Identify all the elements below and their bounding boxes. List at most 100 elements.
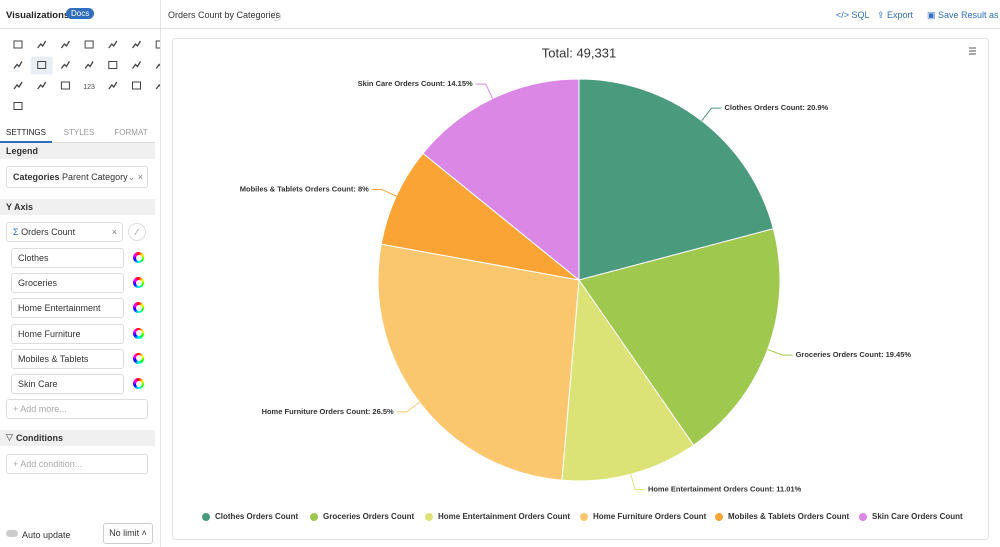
leader-line	[475, 83, 494, 99]
icon[interactable]: 123	[83, 84, 95, 91]
icon[interactable]	[155, 40, 160, 49]
color-picker[interactable]	[133, 277, 144, 289]
icon[interactable]	[131, 61, 142, 69]
icon[interactable]	[132, 81, 141, 90]
leader-line	[371, 188, 397, 197]
action: SQL	[851, 10, 870, 20]
leader-line	[630, 474, 645, 491]
icon[interactable]	[13, 61, 23, 69]
field-label: Categories	[13, 172, 60, 182]
legend-marker[interactable]	[310, 513, 318, 521]
data-label: Home Furniture Orders Count: 26.5%	[262, 407, 394, 416]
icon[interactable]	[37, 40, 47, 49]
tab[interactable]: FORMAT	[114, 128, 148, 137]
main-header: Orders Count by Categories ⓘ </> SQL ⇪ E…	[161, 0, 1000, 29]
edit-button[interactable]: ⁄	[128, 223, 146, 241]
toggle[interactable]	[6, 530, 18, 537]
series-field[interactable]: Groceries	[11, 273, 124, 294]
legend-label[interactable]: Clothes Orders Count	[215, 512, 298, 521]
filter-icon: ▽	[6, 432, 13, 442]
measure: Orders Count	[21, 227, 76, 237]
docs-badge[interactable]: Docs	[66, 8, 95, 19]
leader-line	[396, 401, 420, 413]
icon[interactable]	[37, 81, 47, 90]
measure-field[interactable]: Σ Orders Count ×	[6, 222, 123, 242]
pie-slice	[377, 243, 580, 481]
add-more[interactable]: + Add more...	[6, 399, 148, 419]
data-label: Groceries Orders Count: 19.45%	[796, 350, 912, 359]
legend-marker[interactable]	[425, 513, 433, 521]
limit: No limit	[109, 528, 140, 538]
auto-update: Auto update	[22, 530, 71, 540]
series-field[interactable]: Clothes	[11, 248, 124, 268]
menu-icon[interactable]	[969, 47, 976, 55]
legend-label[interactable]: Mobiles & Tablets Orders Count	[728, 512, 850, 521]
data-label: Skin Care Orders Count: 14.15%	[358, 79, 473, 88]
data-label: Mobiles & Tablets Orders Count: 8%	[240, 184, 369, 193]
sigma: Σ	[13, 227, 19, 237]
legend-label[interactable]: Home Furniture Orders Count	[593, 512, 707, 521]
icon[interactable]	[131, 40, 142, 49]
icon[interactable]	[155, 62, 160, 69]
icon[interactable]	[84, 40, 94, 49]
legend-label[interactable]: Groceries Orders Count	[323, 512, 414, 521]
legend-field[interactable]: Categories Parent Category ⌄ ×	[6, 166, 148, 188]
legend-marker[interactable]	[580, 513, 588, 521]
field-value: Parent Category	[62, 172, 128, 182]
color-picker[interactable]	[133, 252, 144, 263]
icon[interactable]	[60, 81, 70, 90]
color-picker[interactable]	[133, 327, 144, 339]
series-field[interactable]: Home Furniture	[11, 323, 124, 344]
color-picker[interactable]	[133, 352, 144, 364]
legend-marker[interactable]	[859, 513, 867, 521]
sql-button[interactable]: </> SQL	[836, 10, 870, 20]
legend-label[interactable]: Skin Care Orders Count	[872, 512, 963, 521]
icon[interactable]	[37, 61, 47, 69]
icon[interactable]	[108, 40, 118, 49]
add-condition[interactable]: + Add condition...	[6, 454, 148, 474]
section-heading: Conditions	[0, 430, 155, 446]
export-button[interactable]: ⇪ Export	[877, 10, 914, 20]
save-button[interactable]: ▣ Save Result as	[927, 10, 999, 20]
legend-marker[interactable]	[715, 513, 723, 521]
icon[interactable]	[84, 61, 94, 69]
data-label: Home Entertainment Orders Count: 11.01%	[648, 485, 802, 494]
pie-slice	[578, 78, 774, 281]
series-field[interactable]: Home Entertainment	[11, 298, 124, 319]
action: Save Result as	[938, 10, 999, 20]
tab[interactable]: STYLES	[63, 128, 95, 137]
pie-slice	[380, 152, 580, 281]
data-label: Clothes Orders Count: 20.9%	[724, 103, 828, 112]
pie-slice	[561, 278, 695, 482]
series-field[interactable]: Mobiles & Tablets	[11, 348, 124, 369]
icon[interactable]	[13, 81, 23, 90]
tabs: SETTINGS STYLES FORMAT	[0, 124, 155, 143]
sidebar-title: Visualizations	[6, 10, 70, 21]
icon[interactable]	[108, 81, 118, 90]
pie-slice	[578, 228, 781, 446]
info-icon: ⓘ	[272, 12, 282, 22]
icon[interactable]	[155, 82, 160, 90]
color-picker[interactable]	[133, 378, 144, 389]
query-title: Orders Count by Categories	[168, 10, 281, 20]
tab[interactable]: SETTINGS	[0, 124, 52, 143]
color-picker[interactable]	[133, 302, 144, 314]
limit-button[interactable]: No limit ˄	[103, 523, 153, 544]
chart-title: Total: 49,331	[542, 45, 616, 60]
icon[interactable]	[60, 61, 70, 69]
sidebar: Visualizations Docs 123 SETTINGS STYLES …	[0, 0, 161, 547]
main: Orders Count by Categories ⓘ </> SQL ⇪ E…	[161, 0, 1000, 547]
icon[interactable]	[13, 102, 23, 110]
legend-marker[interactable]	[202, 513, 210, 521]
icon-grid: 123	[13, 40, 160, 110]
series-field[interactable]: Skin Care	[11, 374, 124, 394]
icon-highlight	[30, 56, 53, 75]
icon[interactable]	[108, 61, 118, 69]
sidebar-header: Visualizations Docs	[0, 0, 160, 29]
leader-line	[701, 107, 722, 122]
icon[interactable]	[13, 40, 23, 49]
icon[interactable]	[60, 40, 70, 49]
action: Export	[887, 10, 914, 20]
legend-label[interactable]: Home Entertainment Orders Count	[438, 512, 570, 521]
